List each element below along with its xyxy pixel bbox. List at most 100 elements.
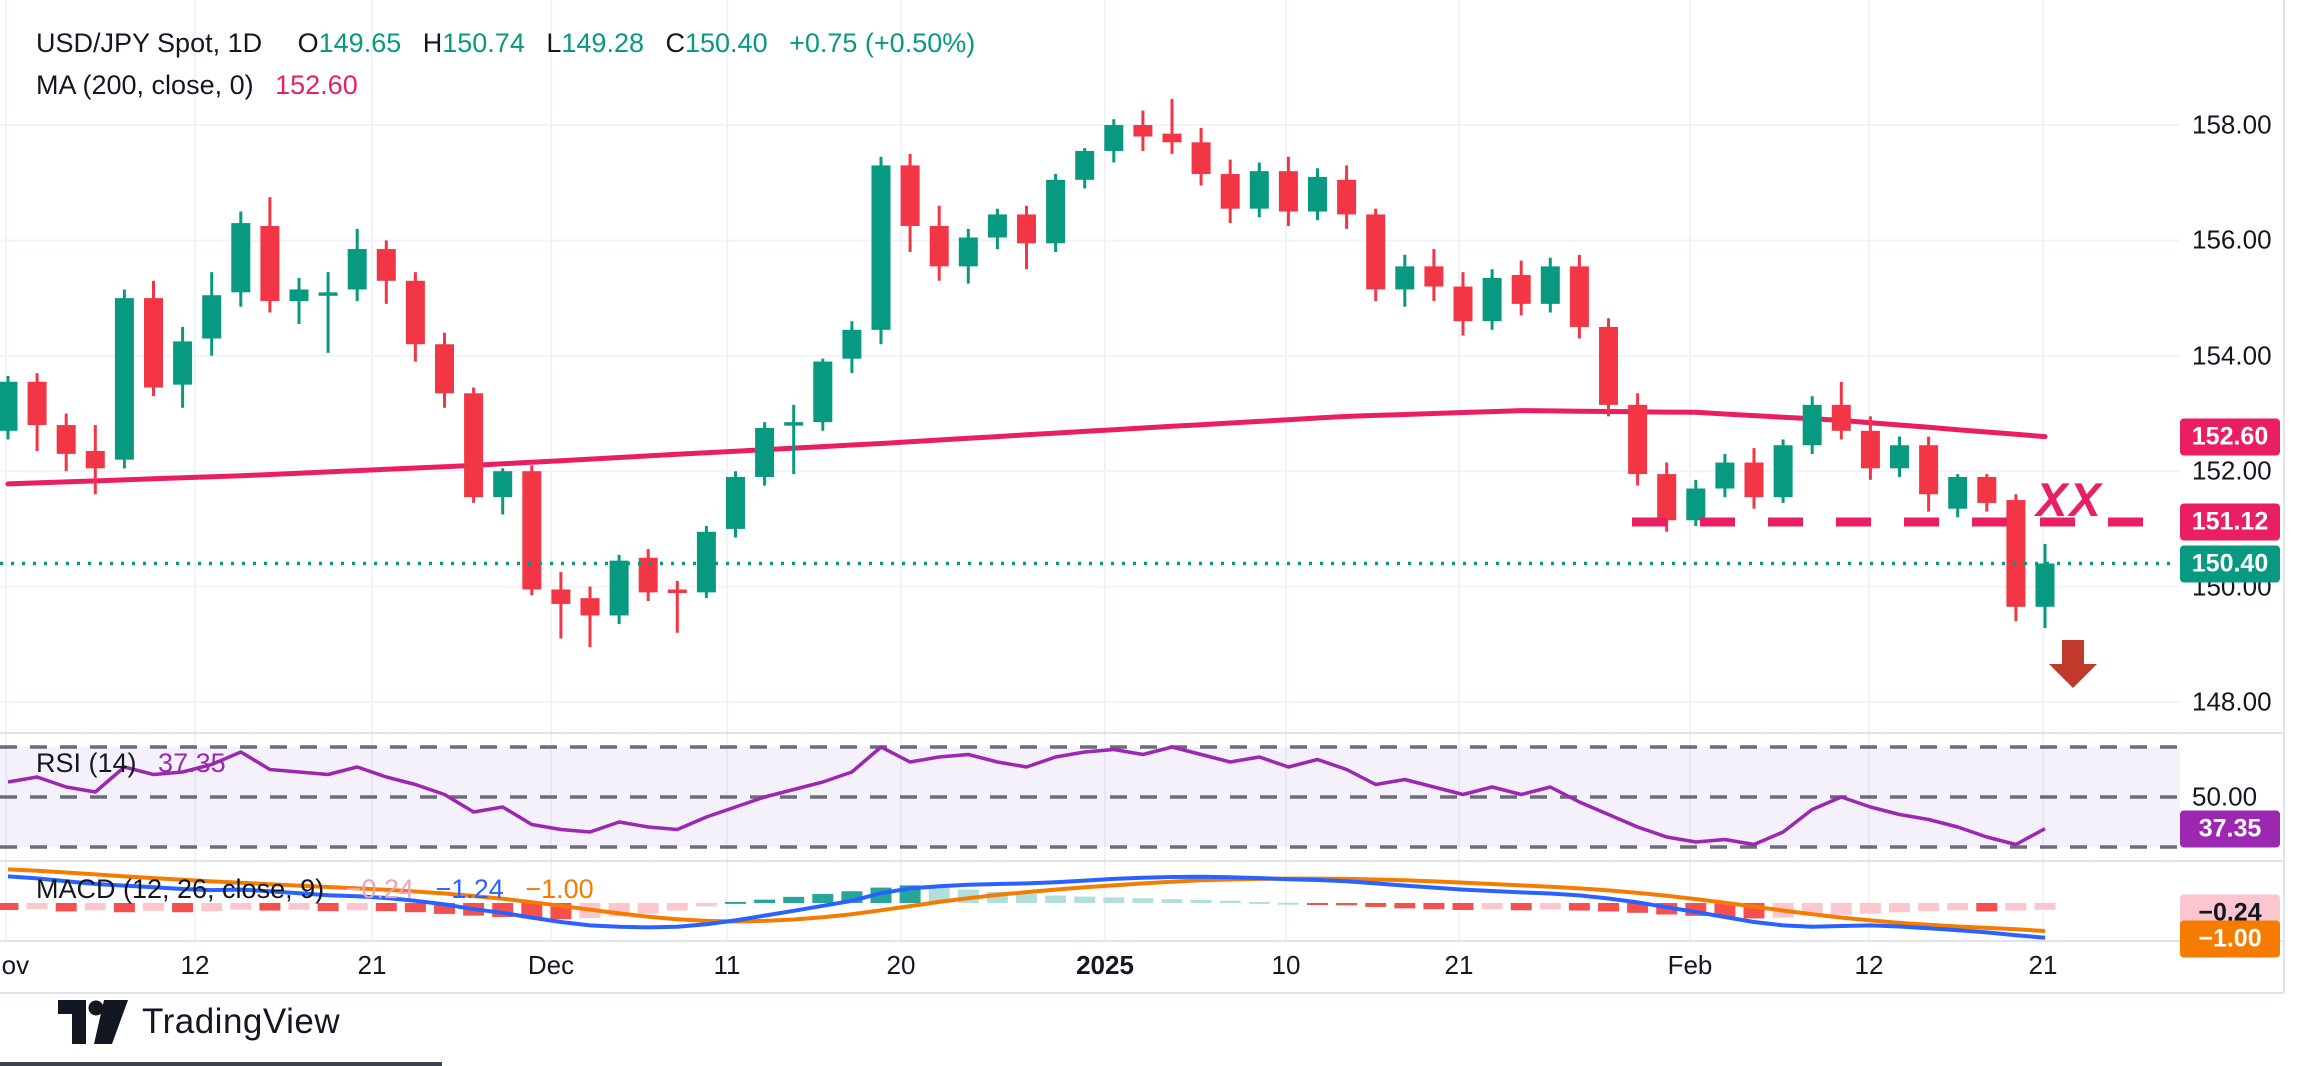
candle xyxy=(813,361,833,423)
macd-hist-bar xyxy=(259,903,281,911)
time-axis-label: 11 xyxy=(713,950,741,980)
rsi-legend[interactable]: RSI (14) 37.35 xyxy=(36,748,226,779)
bottom-edge-line xyxy=(0,1062,442,1066)
candle xyxy=(1540,266,1560,304)
time-axis-label: 10 xyxy=(1271,950,1301,980)
macd-hist-bar xyxy=(1277,902,1299,905)
candle xyxy=(1337,179,1357,215)
candle xyxy=(1919,445,1939,495)
candle xyxy=(1424,266,1444,287)
open-value: 149.65 xyxy=(318,28,402,58)
macd-hist-bar xyxy=(1539,903,1561,910)
macd-hist-bar xyxy=(1627,903,1649,913)
candle xyxy=(405,280,425,345)
tradingview-logo[interactable]: TradingView xyxy=(58,1000,340,1044)
macd-hist-bar xyxy=(783,896,805,903)
macd-hist-bar xyxy=(841,891,863,903)
macd-hist-bar xyxy=(172,903,194,913)
macd-hist-bar xyxy=(113,903,135,913)
macd-hist-bar xyxy=(2034,903,2056,910)
macd-hist-bar xyxy=(1889,903,1910,913)
macd-hist-bar xyxy=(288,903,310,910)
candle xyxy=(1278,171,1298,212)
candle xyxy=(1249,171,1269,209)
time-axis-label: Nov xyxy=(0,950,30,980)
price-axis-label: 50.00 xyxy=(2192,781,2258,812)
support-annotation-text[interactable]: XX xyxy=(2036,473,2103,526)
macd-legend[interactable]: MACD (12, 26, close, 9) −0.24 −1.24 −1.0… xyxy=(36,874,594,905)
candle xyxy=(1482,277,1502,322)
macd-hist-bar xyxy=(375,903,397,912)
candle xyxy=(726,476,745,529)
candle xyxy=(638,557,658,593)
macd-hist-bar xyxy=(695,903,717,907)
candle xyxy=(1773,445,1793,498)
candle xyxy=(435,344,454,394)
price-axis-label: 156.00 xyxy=(2192,224,2272,255)
macd-hist-bar xyxy=(2005,903,2027,911)
macd-hist-bar xyxy=(1976,903,1998,912)
macd-hist-bar xyxy=(928,887,950,903)
candle xyxy=(173,341,193,385)
price-axis-label: 152.00 xyxy=(2192,455,2272,486)
candle xyxy=(464,393,484,498)
candle xyxy=(1977,476,1997,503)
macd-line-value: −1.24 xyxy=(435,874,504,904)
candle xyxy=(1220,174,1240,209)
candle xyxy=(1744,462,1764,498)
down-arrow-marker[interactable] xyxy=(2049,640,2097,688)
low-value: 149.28 xyxy=(561,28,644,58)
macd-hist-bar xyxy=(1510,903,1532,911)
candle xyxy=(376,249,396,281)
candle xyxy=(929,225,949,267)
macd-hist-bar xyxy=(201,903,223,912)
candle xyxy=(1162,133,1182,143)
ma-label: MA (200, close, 0) xyxy=(36,70,254,100)
macd-hist-bar xyxy=(725,901,746,904)
candle xyxy=(784,422,804,426)
candle xyxy=(1133,125,1153,137)
macd-hist-bar xyxy=(1365,903,1387,907)
candle xyxy=(755,427,775,477)
rsi-value: 37.35 xyxy=(158,748,226,778)
rsi-band xyxy=(0,745,2180,849)
price-badge: 151.12 xyxy=(2180,503,2280,541)
candle xyxy=(144,298,163,388)
grid-lines xyxy=(0,0,2180,941)
price-badge: 150.40 xyxy=(2180,545,2280,583)
open-label: O xyxy=(297,28,319,58)
price-axis-label: 148.00 xyxy=(2192,686,2272,717)
candle xyxy=(1308,176,1327,212)
time-axis-label: 2025 xyxy=(1076,950,1134,980)
macd-hist-bar xyxy=(84,903,106,911)
candle xyxy=(1657,474,1677,521)
rsi-label: RSI (14) xyxy=(36,748,137,778)
tradingview-logo-icon xyxy=(58,1000,128,1044)
candle xyxy=(1715,462,1735,489)
low-label: L xyxy=(546,28,562,58)
symbol-ohlc-header[interactable]: USD/JPY Spot, 1D O149.65 H150.74 L149.28… xyxy=(36,28,975,59)
candle xyxy=(318,292,338,296)
macd-hist-bar xyxy=(986,891,1008,903)
time-axis-label: 12 xyxy=(180,950,210,980)
macd-hist-bar xyxy=(812,894,834,903)
high-value: 150.74 xyxy=(442,28,525,58)
macd-hist-bar xyxy=(143,903,164,911)
macd-hist-bar xyxy=(0,903,19,910)
macd-hist-bar xyxy=(404,903,426,913)
candle xyxy=(1628,404,1648,475)
candle xyxy=(1860,430,1880,469)
macd-label: MACD (12, 26, close, 9) xyxy=(36,874,325,904)
macd-hist-bar xyxy=(1219,900,1241,903)
macd-signal-value: −1.00 xyxy=(525,874,594,904)
rsi-line xyxy=(7,745,2046,847)
ma-study-legend[interactable]: MA (200, close, 0) 152.60 xyxy=(36,70,358,101)
candle xyxy=(1104,125,1124,151)
candle xyxy=(56,425,76,454)
macd-hist-bar xyxy=(1918,903,1940,912)
macd-hist-bar xyxy=(1161,899,1183,903)
ma-200-line xyxy=(5,408,2048,487)
candle xyxy=(202,295,222,339)
macd-hist-bar xyxy=(26,903,48,910)
